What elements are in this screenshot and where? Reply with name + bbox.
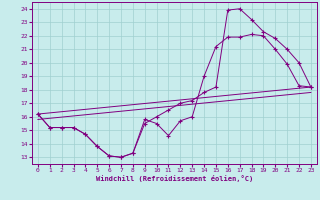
X-axis label: Windchill (Refroidissement éolien,°C): Windchill (Refroidissement éolien,°C) <box>96 175 253 182</box>
